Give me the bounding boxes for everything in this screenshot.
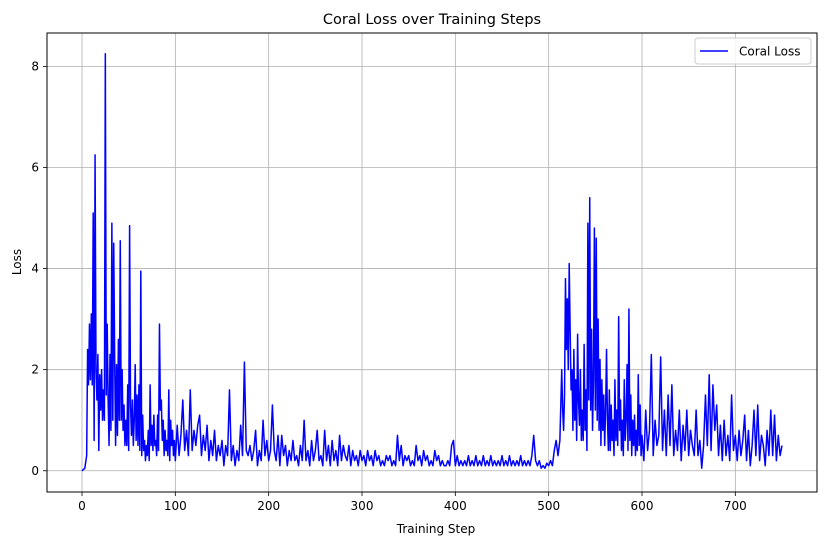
x-tick-label: 200 (257, 499, 280, 513)
chart-title: Coral Loss over Training Steps (323, 12, 541, 28)
plot-frame (46, 32, 818, 493)
legend-box (694, 37, 812, 65)
y-axis-ticks: 0 2 4 6 8 (31, 59, 47, 478)
series-line-coral-loss (81, 52, 783, 472)
x-tick-label: 300 (351, 499, 374, 513)
y-tick-label: 2 (31, 363, 39, 377)
grid-lines (47, 33, 817, 492)
x-tick-label: 0 (78, 499, 86, 513)
y-tick-label: 4 (31, 262, 39, 276)
x-tick-label: 100 (164, 499, 187, 513)
x-axis-label: Training Step (396, 522, 476, 536)
x-tick-label: 500 (537, 499, 560, 513)
legend-label-coral-loss: Coral Loss (739, 45, 800, 59)
y-tick-label: 0 (31, 464, 39, 478)
y-tick-label: 6 (31, 160, 39, 174)
x-tick-label: 700 (724, 499, 747, 513)
y-tick-label: 8 (31, 59, 39, 73)
x-axis-ticks: 0 100 200 300 400 500 600 700 (78, 492, 747, 513)
x-tick-label: 600 (631, 499, 654, 513)
x-tick-label: 400 (444, 499, 467, 513)
y-axis-label: Loss (10, 249, 24, 275)
series-layer (81, 52, 783, 472)
legend: Coral Loss (694, 37, 812, 65)
